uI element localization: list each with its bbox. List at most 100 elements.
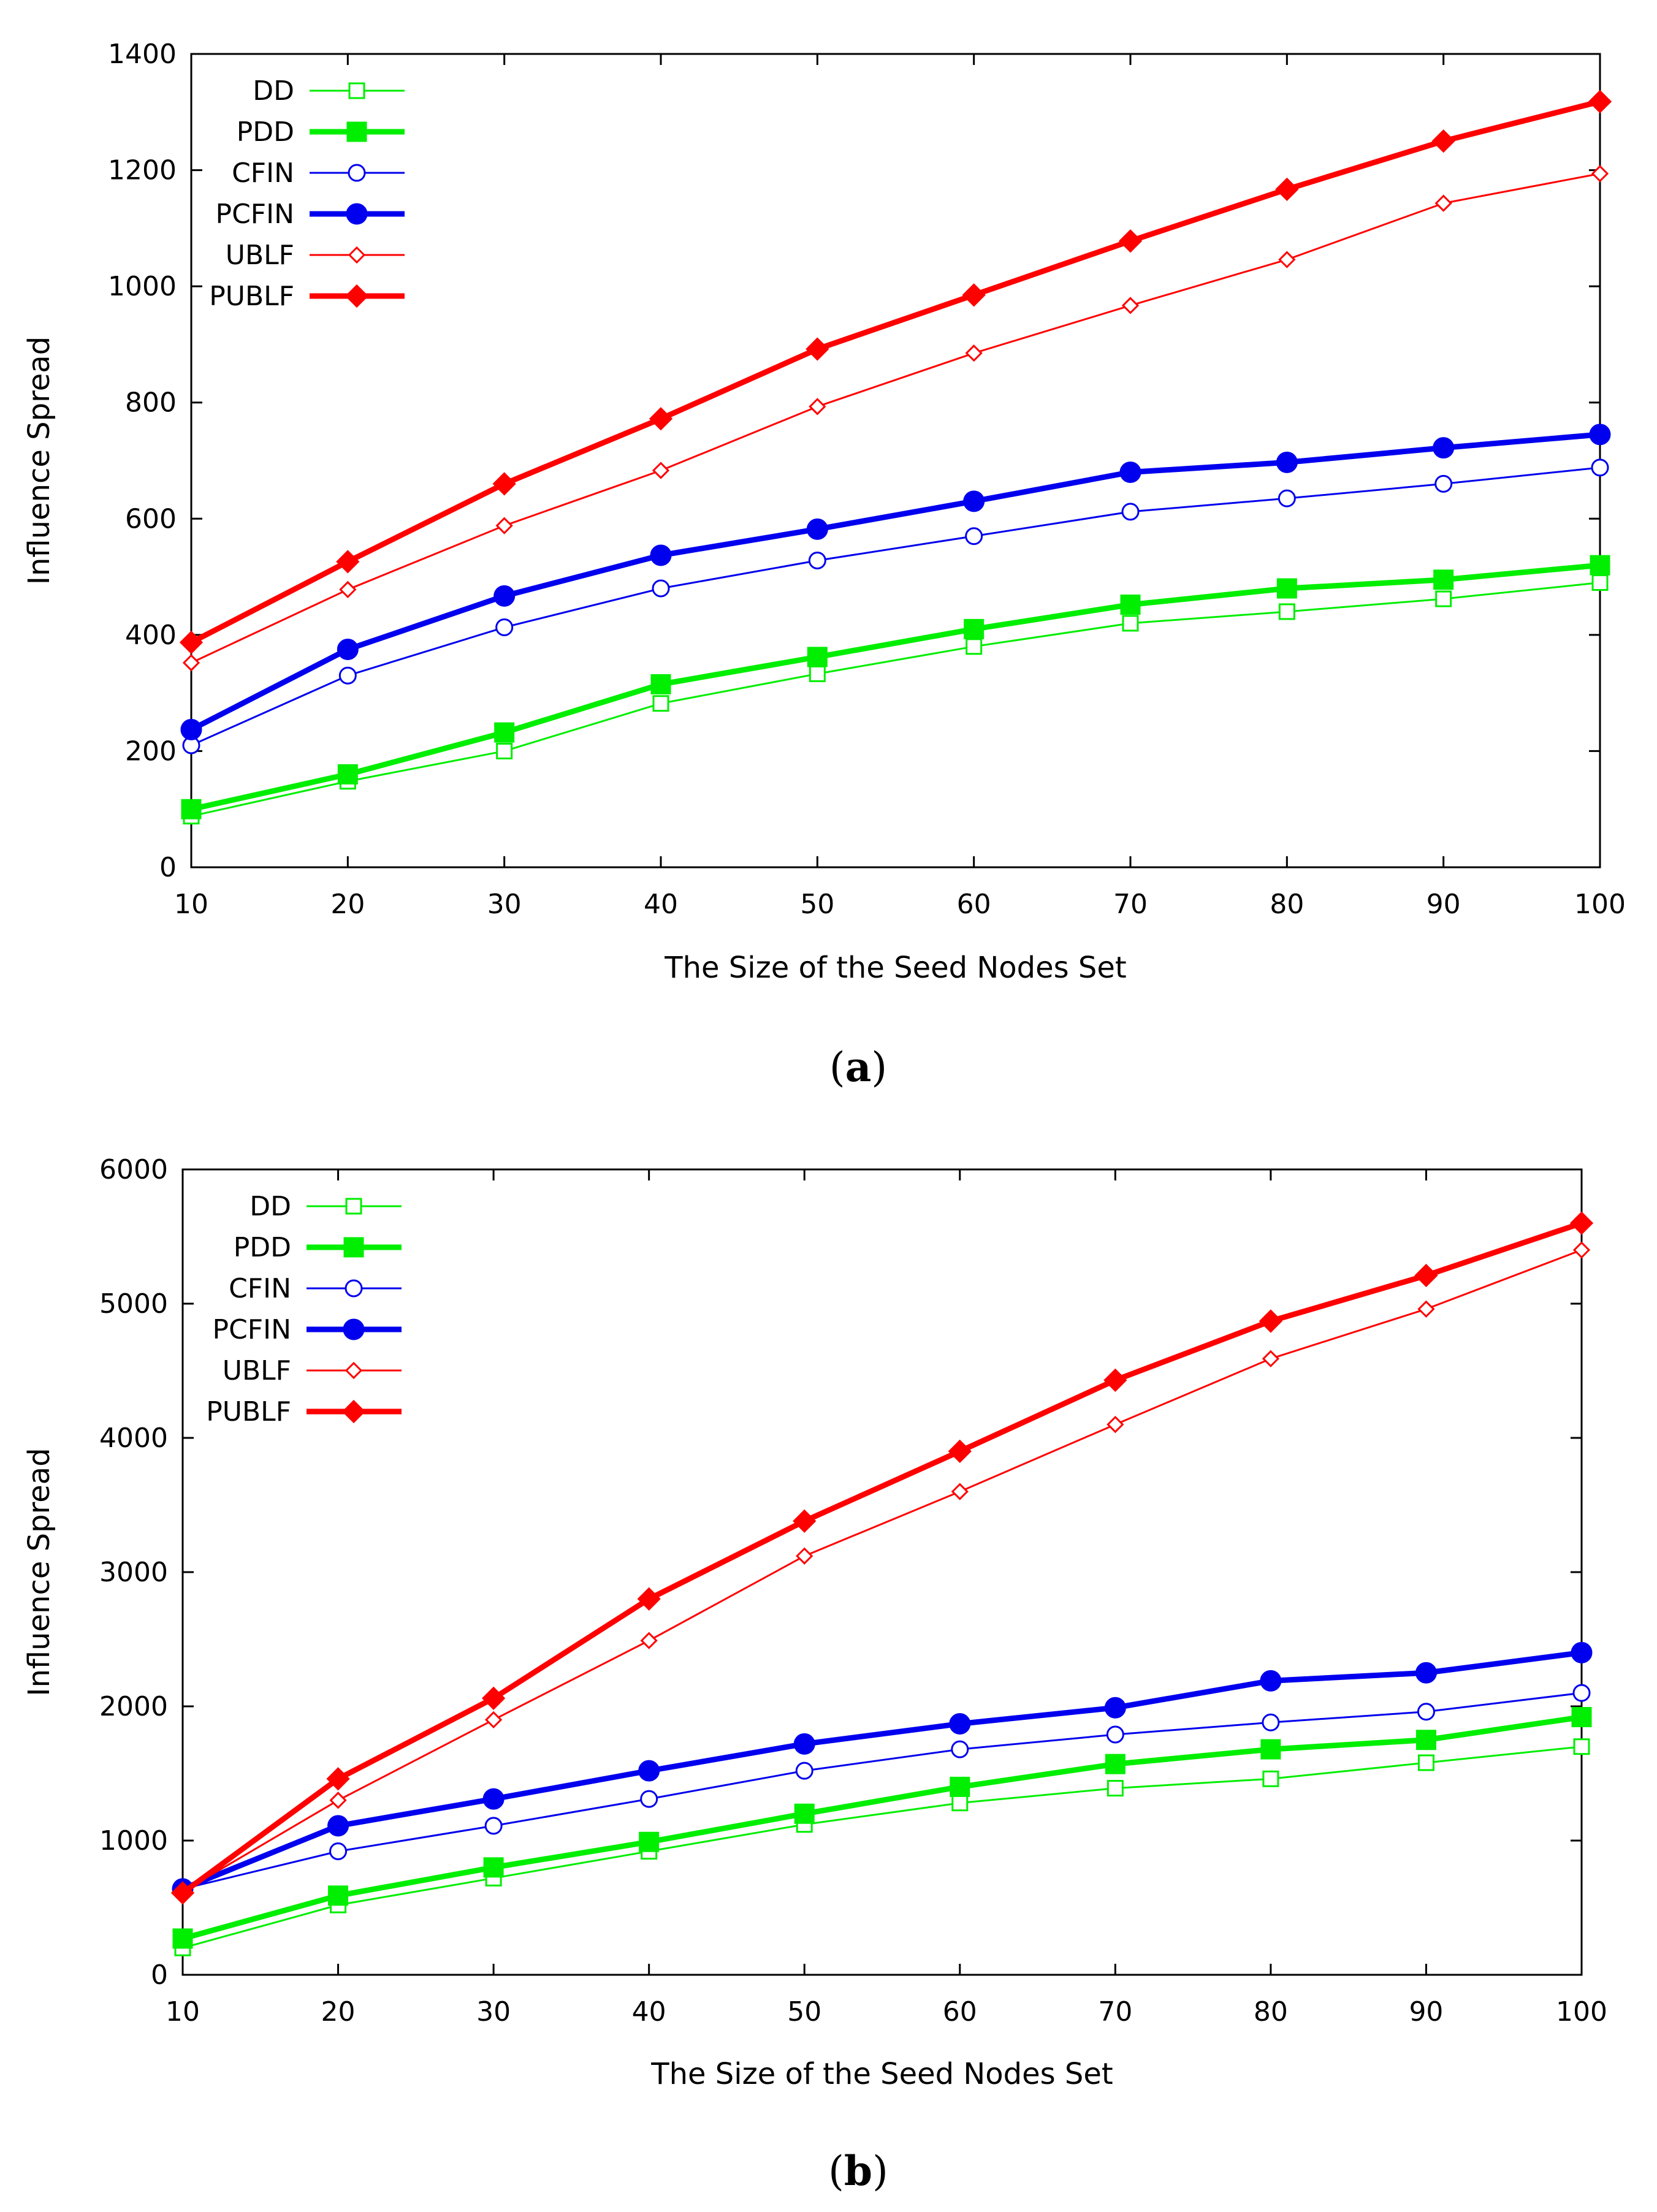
data-point-ublf <box>1107 1415 1124 1434</box>
legend-label-cfin: CFIN <box>232 158 294 189</box>
data-point-publf <box>492 472 516 496</box>
series-line-cfin <box>191 466 1601 747</box>
y-tick-label: 2000 <box>99 1691 168 1722</box>
x-tick-label: 60 <box>957 889 991 920</box>
x-tick-label: 80 <box>1270 889 1304 920</box>
legend-marker-pdd <box>346 121 367 142</box>
data-point-pdd <box>950 1776 970 1797</box>
x-tick-label: 20 <box>330 889 365 920</box>
legend-label-ublf: UBLF <box>226 240 294 271</box>
legend-label-cfin: CFIN <box>229 1273 291 1304</box>
data-point-pcfin <box>1119 461 1141 483</box>
data-point-pcfin <box>327 1815 349 1837</box>
x-tick-label: 10 <box>174 889 208 920</box>
data-point-ublf <box>965 344 983 362</box>
data-point-cfin <box>1262 1713 1280 1731</box>
y-axis-label: Influence Spread <box>22 336 56 585</box>
data-point-publf <box>170 1881 195 1905</box>
series-line-cfin <box>182 1692 1582 1890</box>
data-point-cfin <box>1591 458 1609 477</box>
data-point-pcfin <box>1571 1641 1593 1663</box>
data-point-cfin <box>1106 1725 1124 1744</box>
caption-a: (a) <box>829 1043 887 1091</box>
series-line-ublf <box>182 1249 1582 1893</box>
data-point-pcfin <box>1260 1670 1282 1692</box>
caption-b-letter: b <box>844 2147 872 2195</box>
x-tick-label: 70 <box>1098 1996 1132 2028</box>
caption-a-letter: a <box>845 1043 872 1091</box>
y-tick-label: 0 <box>159 852 177 883</box>
series-line-dd <box>191 582 1601 818</box>
legend-label-ublf: UBLF <box>223 1355 291 1386</box>
data-point-dd <box>652 695 669 712</box>
data-point-dd <box>1278 603 1295 620</box>
data-point-dd <box>809 665 826 682</box>
data-point-cfin <box>1572 1684 1591 1702</box>
x-axis-label: The Size of the Seed Nodes Set <box>650 2057 1113 2091</box>
data-point-publf <box>1103 1368 1127 1392</box>
x-tick-label: 20 <box>321 1996 356 2028</box>
legend-marker-ublf <box>345 1361 363 1380</box>
data-point-pcfin <box>806 518 828 540</box>
data-point-pdd <box>1590 555 1610 576</box>
data-point-publf <box>1275 177 1299 201</box>
y-tick-label: 600 <box>125 503 177 534</box>
data-point-pdd <box>172 1928 193 1949</box>
data-point-cfin <box>495 618 514 637</box>
data-point-cfin <box>338 666 357 685</box>
data-point-pcfin <box>963 490 985 512</box>
data-point-dd <box>1107 1780 1124 1797</box>
y-tick-label: 1000 <box>108 271 177 302</box>
data-point-pcfin <box>793 1733 815 1755</box>
data-point-pcfin <box>1276 451 1298 473</box>
data-point-dd <box>966 638 983 655</box>
data-point-publf <box>948 1439 972 1464</box>
data-point-pdd <box>1260 1739 1281 1760</box>
data-point-pdd <box>1433 569 1454 590</box>
data-point-publf <box>1414 1263 1438 1288</box>
legend-marker-publf <box>341 1399 366 1424</box>
data-point-pcfin <box>337 639 359 661</box>
data-point-publf <box>806 337 829 361</box>
data-point-pcfin <box>1415 1662 1437 1684</box>
data-point-publf <box>1259 1309 1283 1333</box>
data-point-publf <box>793 1509 817 1533</box>
series-line-pcfin <box>189 431 1601 732</box>
y-tick-label: 400 <box>125 620 177 651</box>
data-point-publf <box>179 631 204 655</box>
plot-frame <box>190 53 1601 868</box>
x-tick-label: 50 <box>787 1996 821 2028</box>
data-point-publf <box>962 283 986 307</box>
data-point-pdd <box>1415 1730 1436 1750</box>
data-point-ublf <box>1262 1350 1280 1367</box>
x-tick-label: 70 <box>1113 889 1148 920</box>
x-tick-label: 30 <box>487 889 522 920</box>
x-tick-label: 100 <box>1574 889 1626 920</box>
data-point-cfin <box>1434 474 1453 493</box>
x-tick-label: 80 <box>1254 1996 1288 2028</box>
y-tick-label: 800 <box>125 387 177 419</box>
legend-marker-publf <box>345 284 369 308</box>
data-point-cfin <box>329 1842 348 1861</box>
legend-marker-ublf <box>348 246 366 264</box>
series-line-dd <box>182 1746 1582 1949</box>
x-tick-label: 50 <box>800 889 834 920</box>
data-point-pcfin <box>949 1712 971 1735</box>
series-line-pcfin <box>181 1649 1582 1892</box>
x-tick-label: 40 <box>644 889 678 920</box>
legend-marker-dd <box>345 1198 362 1215</box>
legend-label-publf: PUBLF <box>206 1396 291 1427</box>
data-point-pdd <box>337 764 358 785</box>
data-point-ublf <box>1572 1241 1591 1259</box>
data-point-dd <box>1591 574 1609 591</box>
legend-label-pdd: PDD <box>237 116 294 148</box>
x-tick-label: 60 <box>943 1996 977 2028</box>
data-point-cfin <box>808 552 826 570</box>
legend-label-pcfin: PCFIN <box>216 199 294 230</box>
data-point-pcfin <box>482 1788 505 1810</box>
data-point-pdd <box>494 722 515 743</box>
legend-marker-cfin <box>348 164 366 182</box>
data-point-dd <box>1435 590 1452 607</box>
y-tick-label: 200 <box>125 735 177 767</box>
